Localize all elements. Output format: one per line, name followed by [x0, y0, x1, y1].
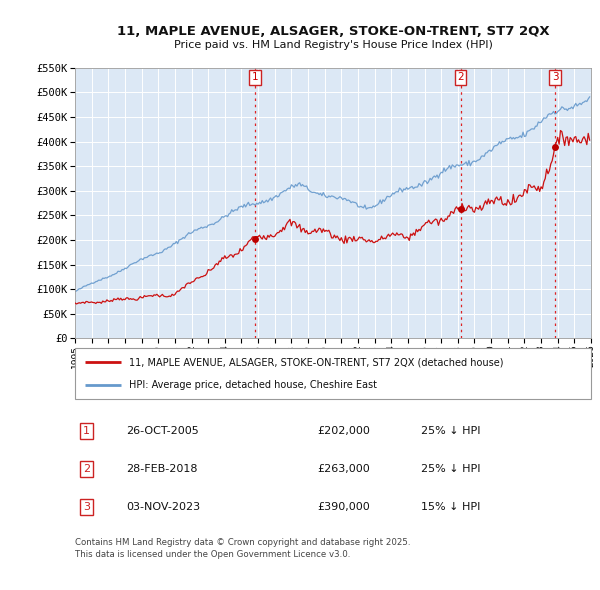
Text: 2: 2	[83, 464, 90, 474]
Text: £390,000: £390,000	[317, 502, 370, 512]
Text: £263,000: £263,000	[317, 464, 370, 474]
Text: Contains HM Land Registry data © Crown copyright and database right 2025.
This d: Contains HM Land Registry data © Crown c…	[75, 539, 410, 559]
Text: 25% ↓ HPI: 25% ↓ HPI	[421, 464, 480, 474]
Text: 15% ↓ HPI: 15% ↓ HPI	[421, 502, 480, 512]
Text: 3: 3	[83, 502, 90, 512]
Text: Price paid vs. HM Land Registry's House Price Index (HPI): Price paid vs. HM Land Registry's House …	[173, 40, 493, 50]
Text: 26-OCT-2005: 26-OCT-2005	[127, 425, 199, 435]
Text: £202,000: £202,000	[317, 425, 370, 435]
Text: 2: 2	[457, 73, 464, 83]
Text: HPI: Average price, detached house, Cheshire East: HPI: Average price, detached house, Ches…	[129, 380, 377, 390]
Text: 03-NOV-2023: 03-NOV-2023	[127, 502, 201, 512]
Text: 25% ↓ HPI: 25% ↓ HPI	[421, 425, 480, 435]
Text: 1: 1	[252, 73, 259, 83]
Text: 11, MAPLE AVENUE, ALSAGER, STOKE-ON-TRENT, ST7 2QX: 11, MAPLE AVENUE, ALSAGER, STOKE-ON-TREN…	[116, 25, 550, 38]
Text: 11, MAPLE AVENUE, ALSAGER, STOKE-ON-TRENT, ST7 2QX (detached house): 11, MAPLE AVENUE, ALSAGER, STOKE-ON-TREN…	[129, 358, 503, 368]
Text: 3: 3	[552, 73, 559, 83]
Text: 28-FEB-2018: 28-FEB-2018	[127, 464, 198, 474]
Text: 1: 1	[83, 425, 90, 435]
